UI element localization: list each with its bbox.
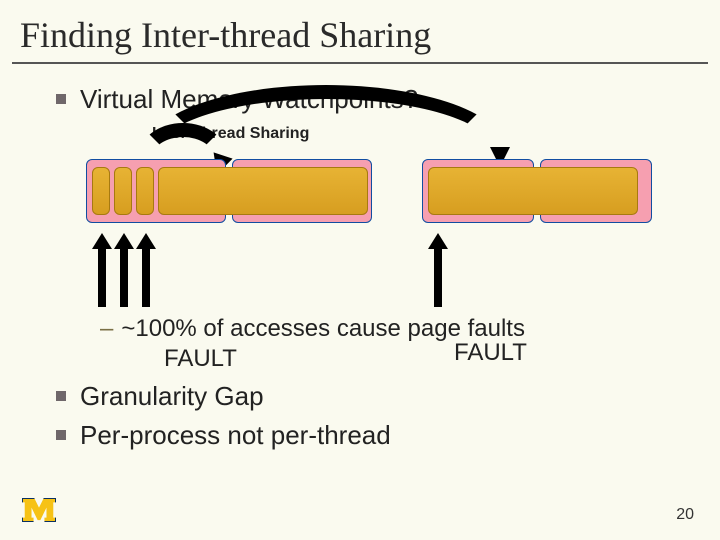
object-block bbox=[428, 167, 638, 215]
bullet-row: Per-process not per-thread bbox=[56, 420, 684, 451]
michigan-logo-icon bbox=[22, 498, 56, 522]
sub-bullet: –~100% of accesses cause page faults bbox=[100, 315, 684, 343]
title-divider bbox=[12, 62, 708, 64]
object-block bbox=[92, 167, 110, 215]
bullet-square-icon bbox=[56, 94, 66, 104]
bullet-square-icon bbox=[56, 391, 66, 401]
object-block bbox=[136, 167, 154, 215]
up-arrow-icon bbox=[116, 233, 132, 307]
bullet-text: Granularity Gap bbox=[80, 381, 264, 412]
memory-diagram bbox=[86, 149, 646, 229]
bullet-text: Per-process not per-thread bbox=[80, 420, 391, 451]
dash-icon: – bbox=[100, 315, 113, 342]
up-arrow-icon bbox=[94, 233, 110, 307]
up-arrow-icon bbox=[430, 233, 446, 307]
object-block bbox=[158, 167, 368, 215]
slide-number: 20 bbox=[676, 506, 694, 524]
bullet-square-icon bbox=[56, 430, 66, 440]
slide-content: Virtual Memory Watchpoints? Inter-Thread… bbox=[0, 76, 720, 451]
up-arrow-icon bbox=[138, 233, 154, 307]
fault-label: FAULT bbox=[164, 345, 237, 373]
sub-bullet-text: ~100% of accesses cause page faults bbox=[121, 315, 525, 342]
object-block bbox=[114, 167, 132, 215]
page-title: Finding Inter-thread Sharing bbox=[0, 0, 720, 62]
fault-label: FAULT bbox=[454, 339, 527, 367]
fault-row: FAULT FAULT bbox=[56, 345, 684, 375]
bullet-row: Granularity Gap bbox=[56, 381, 684, 412]
